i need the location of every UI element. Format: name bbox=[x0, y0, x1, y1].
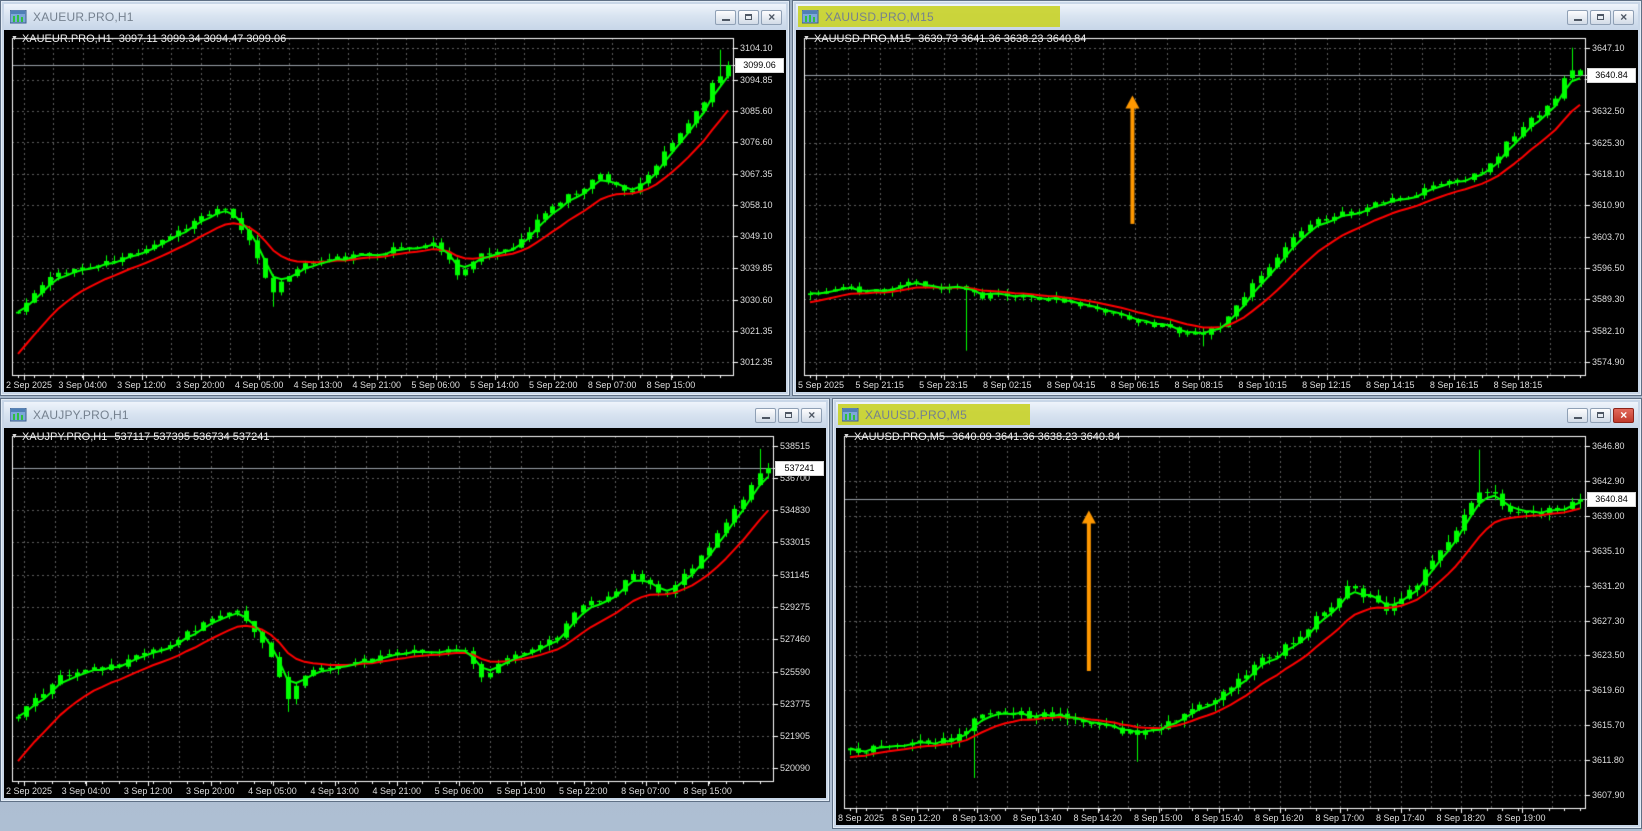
restore-button[interactable] bbox=[1590, 9, 1611, 25]
close-icon: × bbox=[1619, 10, 1627, 24]
restore-icon bbox=[745, 14, 752, 20]
minimize-icon bbox=[1573, 19, 1582, 21]
current-price-box: 3640.84 bbox=[1587, 492, 1636, 508]
info-values: 3097.11 3099.34 3094.47 3099.06 bbox=[118, 33, 287, 45]
window-title: XAUUSD.PRO,M15 bbox=[825, 10, 934, 24]
minimize-button[interactable] bbox=[715, 9, 736, 25]
restore-button[interactable] bbox=[778, 407, 799, 423]
current-price-box: 3099.06 bbox=[735, 58, 784, 74]
title-highlight bbox=[798, 6, 1060, 27]
restore-button[interactable] bbox=[1590, 407, 1611, 423]
info-symbol: XAUUSD.PRO,M15 bbox=[813, 33, 912, 45]
chart-area[interactable]: ▼ XAUEUR.PRO,H1 3097.11 3099.34 3094.47 30… bbox=[4, 30, 786, 392]
chart-window-icon bbox=[9, 407, 28, 423]
close-icon: × bbox=[807, 408, 815, 422]
title-highlight bbox=[838, 404, 1030, 425]
info-values: 537117 537395 536734 537241 bbox=[114, 431, 270, 443]
minimize-button[interactable] bbox=[1567, 9, 1588, 25]
info-values: 3639.73 3641.36 3638.23 3640.84 bbox=[918, 33, 1087, 45]
restore-icon bbox=[785, 412, 792, 418]
close-button[interactable]: × bbox=[761, 9, 782, 25]
window-title: XAUEUR.PRO,H1 bbox=[33, 10, 134, 24]
chart-window-icon bbox=[801, 9, 820, 25]
ohlc-info[interactable]: ▼ XAUUSD.PRO,M5 3640.09 3641.36 3638.23 36… bbox=[843, 431, 1120, 443]
chart-window-xaueur-h1: XAUEUR.PRO,H1 × ▼ XAUEUR.PRO,H1 3097.11 30… bbox=[0, 0, 790, 396]
close-button[interactable]: × bbox=[1613, 9, 1634, 25]
dropdown-triangle-icon: ▼ bbox=[803, 35, 810, 42]
info-values: 3640.09 3641.36 3638.23 3640.84 bbox=[952, 431, 1121, 443]
window-titlebar[interactable]: XAUJPY.PRO,H1 × bbox=[4, 402, 826, 428]
dropdown-triangle-icon: ▼ bbox=[11, 433, 18, 440]
window-titlebar[interactable]: XAUEUR.PRO,H1 × bbox=[4, 4, 786, 30]
dropdown-triangle-icon: ▼ bbox=[843, 433, 850, 440]
restore-icon bbox=[1597, 412, 1604, 418]
ohlc-info[interactable]: ▼ XAUUSD.PRO,M15 3639.73 3641.36 3638.23 3… bbox=[803, 33, 1086, 45]
window-controls: × bbox=[1567, 407, 1636, 423]
price-chart-canvas[interactable] bbox=[836, 428, 1638, 825]
chart-window-xaujpy-h1: XAUJPY.PRO,H1 × ▼ XAUJPY.PRO,H1 537117 537… bbox=[0, 398, 830, 802]
info-symbol: XAUJPY.PRO,H1 bbox=[21, 431, 108, 443]
price-chart-canvas[interactable] bbox=[4, 30, 786, 392]
window-title: XAUJPY.PRO,H1 bbox=[33, 408, 129, 422]
restore-icon bbox=[1597, 14, 1604, 20]
chart-window-xauusd-m5: XAUUSD.PRO,M5 × ▼ XAUUSD.PRO,M5 3640.09 36… bbox=[832, 398, 1642, 829]
chart-area[interactable]: ▼ XAUUSD.PRO,M15 3639.73 3641.36 3638.23 3… bbox=[796, 30, 1638, 392]
ohlc-info[interactable]: ▼ XAUJPY.PRO,H1 537117 537395 536734 53724… bbox=[11, 431, 270, 443]
minimize-button[interactable] bbox=[755, 407, 776, 423]
window-title: XAUUSD.PRO,M5 bbox=[865, 408, 967, 422]
chart-window-xauusd-m15: XAUUSD.PRO,M15 × ▼ XAUUSD.PRO,M15 3639.73 … bbox=[792, 0, 1642, 396]
chart-window-icon bbox=[9, 9, 28, 25]
window-titlebar[interactable]: XAUUSD.PRO,M5 × bbox=[836, 402, 1638, 428]
chart-area[interactable]: ▼ XAUJPY.PRO,H1 537117 537395 536734 53724… bbox=[4, 428, 826, 798]
window-titlebar[interactable]: XAUUSD.PRO,M15 × bbox=[796, 4, 1638, 30]
chart-area[interactable]: ▼ XAUUSD.PRO,M5 3640.09 3641.36 3638.23 36… bbox=[836, 428, 1638, 825]
window-controls: × bbox=[1567, 9, 1636, 25]
window-controls: × bbox=[715, 9, 784, 25]
minimize-icon bbox=[761, 417, 770, 419]
minimize-button[interactable] bbox=[1567, 407, 1588, 423]
price-chart-canvas[interactable] bbox=[4, 428, 826, 798]
info-symbol: XAUEUR.PRO,H1 bbox=[21, 33, 112, 45]
chart-window-icon bbox=[841, 407, 860, 423]
close-button[interactable]: × bbox=[1613, 407, 1634, 423]
restore-button[interactable] bbox=[738, 9, 759, 25]
price-chart-canvas[interactable] bbox=[796, 30, 1638, 392]
close-icon: × bbox=[767, 10, 775, 24]
minimize-icon bbox=[1573, 417, 1582, 419]
info-symbol: XAUUSD.PRO,M5 bbox=[853, 431, 946, 443]
current-price-box: 537241 bbox=[775, 461, 824, 477]
window-controls: × bbox=[755, 407, 824, 423]
ohlc-info[interactable]: ▼ XAUEUR.PRO,H1 3097.11 3099.34 3094.47 30… bbox=[11, 33, 286, 45]
close-button[interactable]: × bbox=[801, 407, 822, 423]
dropdown-triangle-icon: ▼ bbox=[11, 35, 18, 42]
current-price-box: 3640.84 bbox=[1587, 68, 1636, 84]
minimize-icon bbox=[721, 19, 730, 21]
close-icon: × bbox=[1619, 408, 1627, 422]
